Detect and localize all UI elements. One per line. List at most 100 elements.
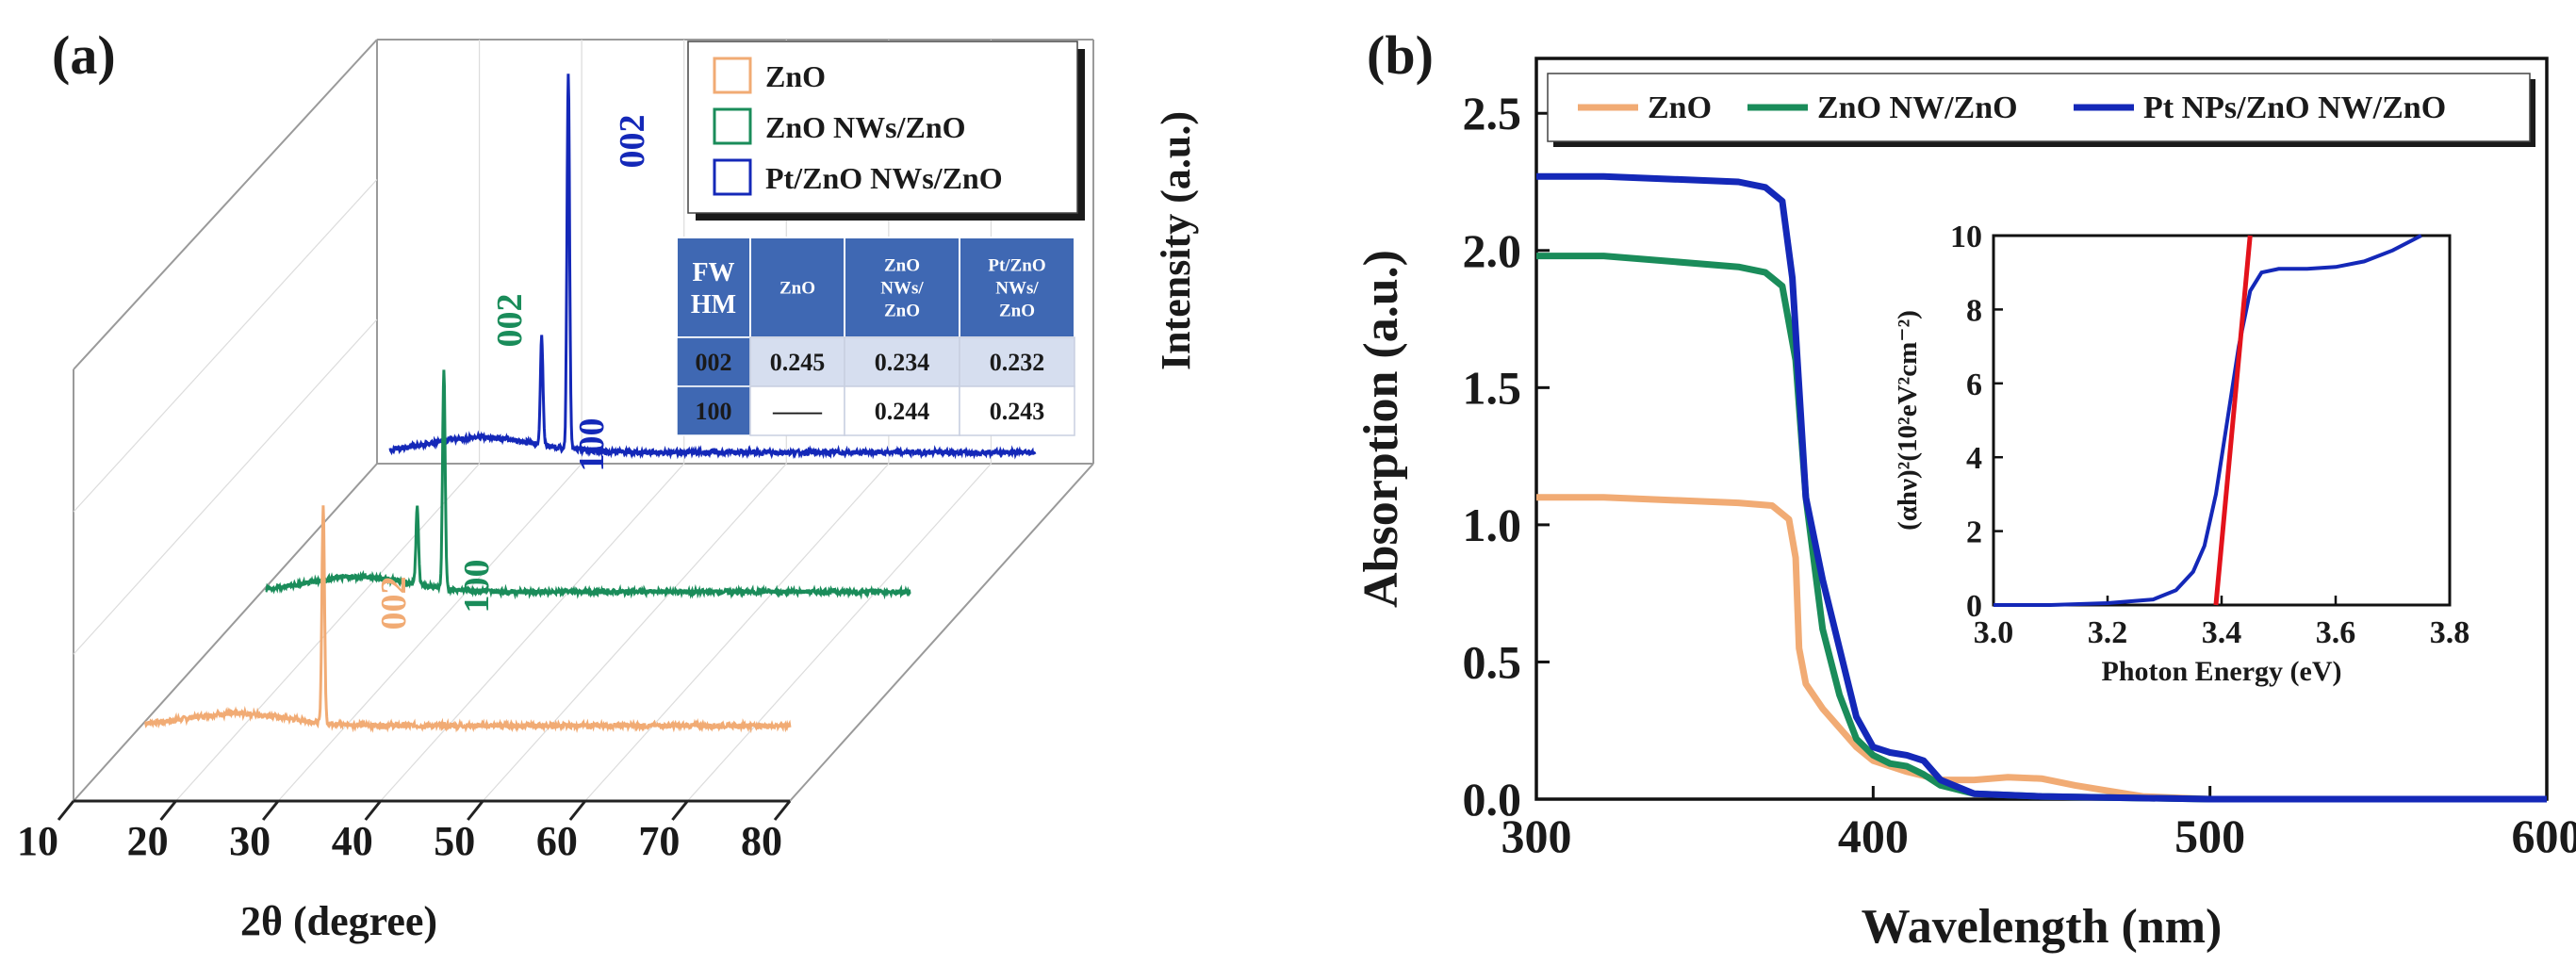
table-header-text: ZnO — [779, 279, 815, 299]
absorption-trace-zno — [1536, 494, 2547, 803]
y-axis-label: Intensity (a.u.) — [1153, 111, 1199, 370]
absorption-trace-pt — [1536, 172, 2547, 803]
y-tick-label-b: 1.0 — [1463, 499, 1522, 551]
legend-b-label: ZnO NW/ZnO — [1817, 90, 2018, 125]
legend-swatch — [713, 107, 752, 145]
table-header-text: NWs/ — [995, 279, 1039, 299]
inset-y-tick-label: 4 — [1966, 441, 1982, 476]
x-axis-label: 2θ (degree) — [240, 898, 437, 944]
table-cell — [676, 385, 751, 436]
table-cell-text: 0.245 — [770, 349, 826, 376]
y-tick-label-b: 2.5 — [1463, 87, 1522, 139]
panel-a-label: (a) — [52, 25, 116, 86]
table-header-text: ZnO — [999, 302, 1035, 321]
inset-y-label: (αhν)²(10²eV²cm⁻²) — [1893, 310, 1923, 531]
x-tick-label-b: 300 — [1501, 810, 1572, 862]
table-cell-text: 0.244 — [875, 398, 930, 425]
panel-b-label: (b) — [1367, 25, 1434, 86]
y-tick-label-b: 0.5 — [1463, 635, 1522, 688]
legend-b-label: ZnO — [1648, 90, 1712, 125]
axes-ticks-b: 300 400 500 600 0.0 0.5 1.0 1.5 2.0 2.5 — [1463, 87, 2576, 862]
x-tick-label: 80 — [741, 818, 782, 864]
inset-y-tick-label: 2 — [1966, 515, 1982, 550]
x-tick-label-b: 400 — [1838, 810, 1909, 862]
peak-label: 002 — [374, 577, 414, 630]
inset-y-tick-label: 8 — [1966, 293, 1982, 328]
table-cell-text: 0.232 — [990, 349, 1045, 376]
inset-tauc-plot: 3.0 3.2 3.4 3.6 3.8 0 2 4 6 8 10 Photon Energy (eV… — [1893, 220, 2469, 687]
floor-grid-line — [277, 463, 582, 802]
table-cell-text: —— — [772, 398, 823, 425]
x-tick-label-b: 600 — [2512, 810, 2576, 862]
table-header-text: FW — [692, 258, 734, 287]
inset-x-label: Photon Energy (eV) — [2102, 656, 2342, 687]
x-axis-ticks: 10 20 30 40 50 60 70 80 — [17, 800, 792, 864]
xrd-traces — [144, 74, 1037, 734]
xrd-trace-zno — [144, 505, 792, 734]
x-tick — [671, 800, 689, 821]
legend-swatch — [713, 57, 752, 94]
x-tick — [364, 800, 382, 821]
panel-b: (b) 300 400 500 600 0.0 0.5 1.0 1.5 2.0 2.5 Absor… — [1354, 25, 2576, 954]
legend-b-box — [1547, 73, 2531, 142]
absorption-traces — [1536, 172, 2547, 803]
legend-swatch — [713, 158, 752, 196]
legend-box — [687, 41, 1078, 214]
inset-x-tick-label: 3.6 — [2316, 615, 2356, 650]
table-header-text: NWs/ — [880, 279, 924, 299]
peak-label: 100 — [572, 418, 612, 472]
table-header-text: ZnO — [884, 302, 920, 321]
inset-y-tick-label: 0 — [1966, 589, 1982, 624]
x-tick — [159, 800, 177, 821]
box-frame — [73, 39, 1094, 802]
panel-a: (a) 10 20 30 40 50 60 70 80 002 100 002 100 002 Int… — [17, 25, 1199, 944]
x-tick-label: 10 — [17, 818, 58, 864]
xrd-trace-nw — [265, 369, 911, 600]
legend-b: ZnO ZnO NW/ZnO Pt NPs/ZnO NW/ZnO — [1547, 73, 2535, 147]
x-tick-label: 70 — [638, 818, 680, 864]
x-tick-label: 30 — [229, 818, 271, 864]
y-tick-label-b: 0.0 — [1463, 773, 1522, 826]
side-grid-line — [73, 179, 378, 513]
table-cell — [844, 336, 960, 387]
peak-label: 100 — [457, 560, 497, 613]
legend-b-label: Pt NPs/ZnO NW/ZnO — [2143, 90, 2446, 125]
tauc-curve — [1994, 234, 2422, 607]
inset-x-tick-label: 3.2 — [2088, 615, 2128, 650]
x-tick — [773, 800, 792, 821]
legend-label: Pt/ZnO NWs/ZnO — [765, 161, 1003, 195]
xrd-trace-pt — [388, 74, 1037, 460]
y-tick-label-b: 1.5 — [1463, 361, 1522, 414]
table-header-cell — [749, 237, 845, 338]
table-header-text: ZnO — [884, 256, 920, 276]
legend-label: ZnO NWs/ZnO — [765, 110, 966, 144]
inset-x-tick-label: 3.0 — [1974, 615, 2014, 650]
inset-x-tick-label: 3.4 — [2202, 615, 2242, 650]
floor-grid-line — [584, 463, 890, 802]
x-tick — [57, 800, 75, 821]
x-tick-label: 40 — [332, 818, 373, 864]
table-cell-text: 002 — [696, 349, 732, 376]
table-header-cell — [676, 237, 751, 338]
legend-label: ZnO — [765, 59, 826, 93]
table-cell — [959, 336, 1075, 387]
left-top-edge — [73, 39, 378, 370]
peak-labels: 002 100 002 100 002 — [374, 115, 652, 630]
floor-grid-line — [380, 463, 685, 802]
table-header-cell — [959, 237, 1075, 338]
x-tick-label: 50 — [434, 818, 475, 864]
table-header-text: HM — [691, 290, 736, 319]
side-grid-line — [73, 319, 378, 655]
y-axis-label-b: Absorption (a.u.) — [1354, 250, 1408, 608]
x-axis-label-b: Wavelength (nm) — [1862, 900, 2223, 954]
inset-ticks: 3.0 3.2 3.4 3.6 3.8 0 2 4 6 8 10 — [1950, 220, 2469, 650]
x-tick — [467, 800, 484, 821]
table-cell-text: 0.234 — [875, 349, 930, 376]
inset-y-tick-label: 6 — [1966, 368, 1982, 402]
inset-y-tick-label: 10 — [1950, 220, 1982, 254]
peak-label: 002 — [490, 294, 530, 348]
table-cell — [749, 385, 845, 436]
tauc-linear-fit — [2213, 235, 2253, 606]
x-tick — [568, 800, 587, 821]
peak-label: 002 — [613, 115, 652, 169]
